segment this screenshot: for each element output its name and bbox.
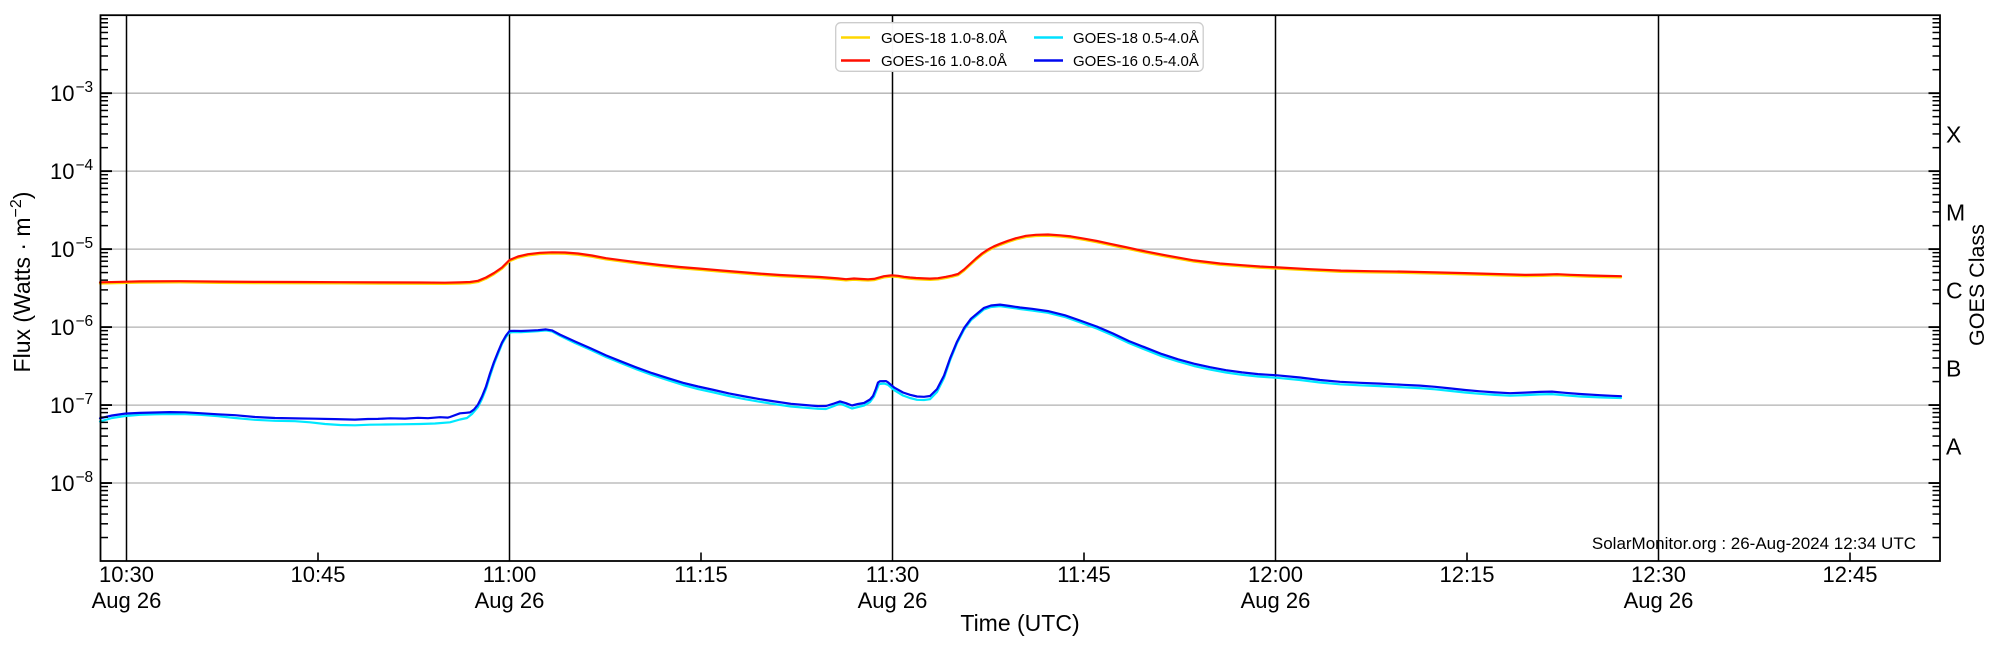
svg-text:10:30: 10:30 xyxy=(99,562,154,587)
svg-text:12:00: 12:00 xyxy=(1248,562,1303,587)
svg-text:10: 10 xyxy=(50,81,74,106)
svg-text:C: C xyxy=(1946,278,1963,304)
svg-text:GOES-16 0.5-4.0Å: GOES-16 0.5-4.0Å xyxy=(1073,53,1199,70)
svg-text:Aug 26: Aug 26 xyxy=(858,588,928,613)
svg-text:10: 10 xyxy=(50,159,74,184)
svg-text:−3: −3 xyxy=(76,79,94,96)
svg-text:10: 10 xyxy=(50,237,74,262)
svg-text:SolarMonitor.org : 26-Aug-2024: SolarMonitor.org : 26-Aug-2024 12:34 UTC xyxy=(1592,534,1916,553)
svg-text:Aug 26: Aug 26 xyxy=(475,588,545,613)
svg-text:Flux (Watts · m−2): Flux (Watts · m−2) xyxy=(8,192,35,373)
svg-text:12:30: 12:30 xyxy=(1631,562,1686,587)
svg-text:10:45: 10:45 xyxy=(290,562,345,587)
svg-text:11:30: 11:30 xyxy=(866,562,919,587)
svg-text:−4: −4 xyxy=(76,157,94,174)
svg-text:11:45: 11:45 xyxy=(1057,562,1110,587)
svg-text:X: X xyxy=(1946,122,1961,148)
svg-text:B: B xyxy=(1946,356,1961,382)
svg-text:10: 10 xyxy=(50,471,74,496)
svg-text:−7: −7 xyxy=(76,391,94,408)
svg-text:Time (UTC): Time (UTC) xyxy=(960,610,1079,636)
svg-text:−8: −8 xyxy=(76,469,94,486)
svg-text:Aug 26: Aug 26 xyxy=(1241,588,1311,613)
svg-text:Aug 26: Aug 26 xyxy=(92,588,162,613)
svg-text:GOES-18 0.5-4.0Å: GOES-18 0.5-4.0Å xyxy=(1073,30,1199,47)
svg-text:11:15: 11:15 xyxy=(674,562,727,587)
svg-text:10: 10 xyxy=(50,393,74,418)
svg-text:−6: −6 xyxy=(76,313,94,330)
svg-text:A: A xyxy=(1946,434,1962,460)
svg-text:10: 10 xyxy=(50,315,74,340)
svg-text:M: M xyxy=(1946,200,1965,226)
svg-text:11:00: 11:00 xyxy=(483,562,536,587)
svg-text:−5: −5 xyxy=(76,235,94,252)
svg-text:GOES-16 1.0-8.0Å: GOES-16 1.0-8.0Å xyxy=(881,53,1007,70)
svg-text:GOES-18 1.0-8.0Å: GOES-18 1.0-8.0Å xyxy=(881,30,1007,47)
svg-text:12:45: 12:45 xyxy=(1822,562,1877,587)
svg-text:GOES Class: GOES Class xyxy=(1965,224,1989,346)
svg-text:Aug 26: Aug 26 xyxy=(1624,588,1694,613)
svg-text:12:15: 12:15 xyxy=(1439,562,1494,587)
